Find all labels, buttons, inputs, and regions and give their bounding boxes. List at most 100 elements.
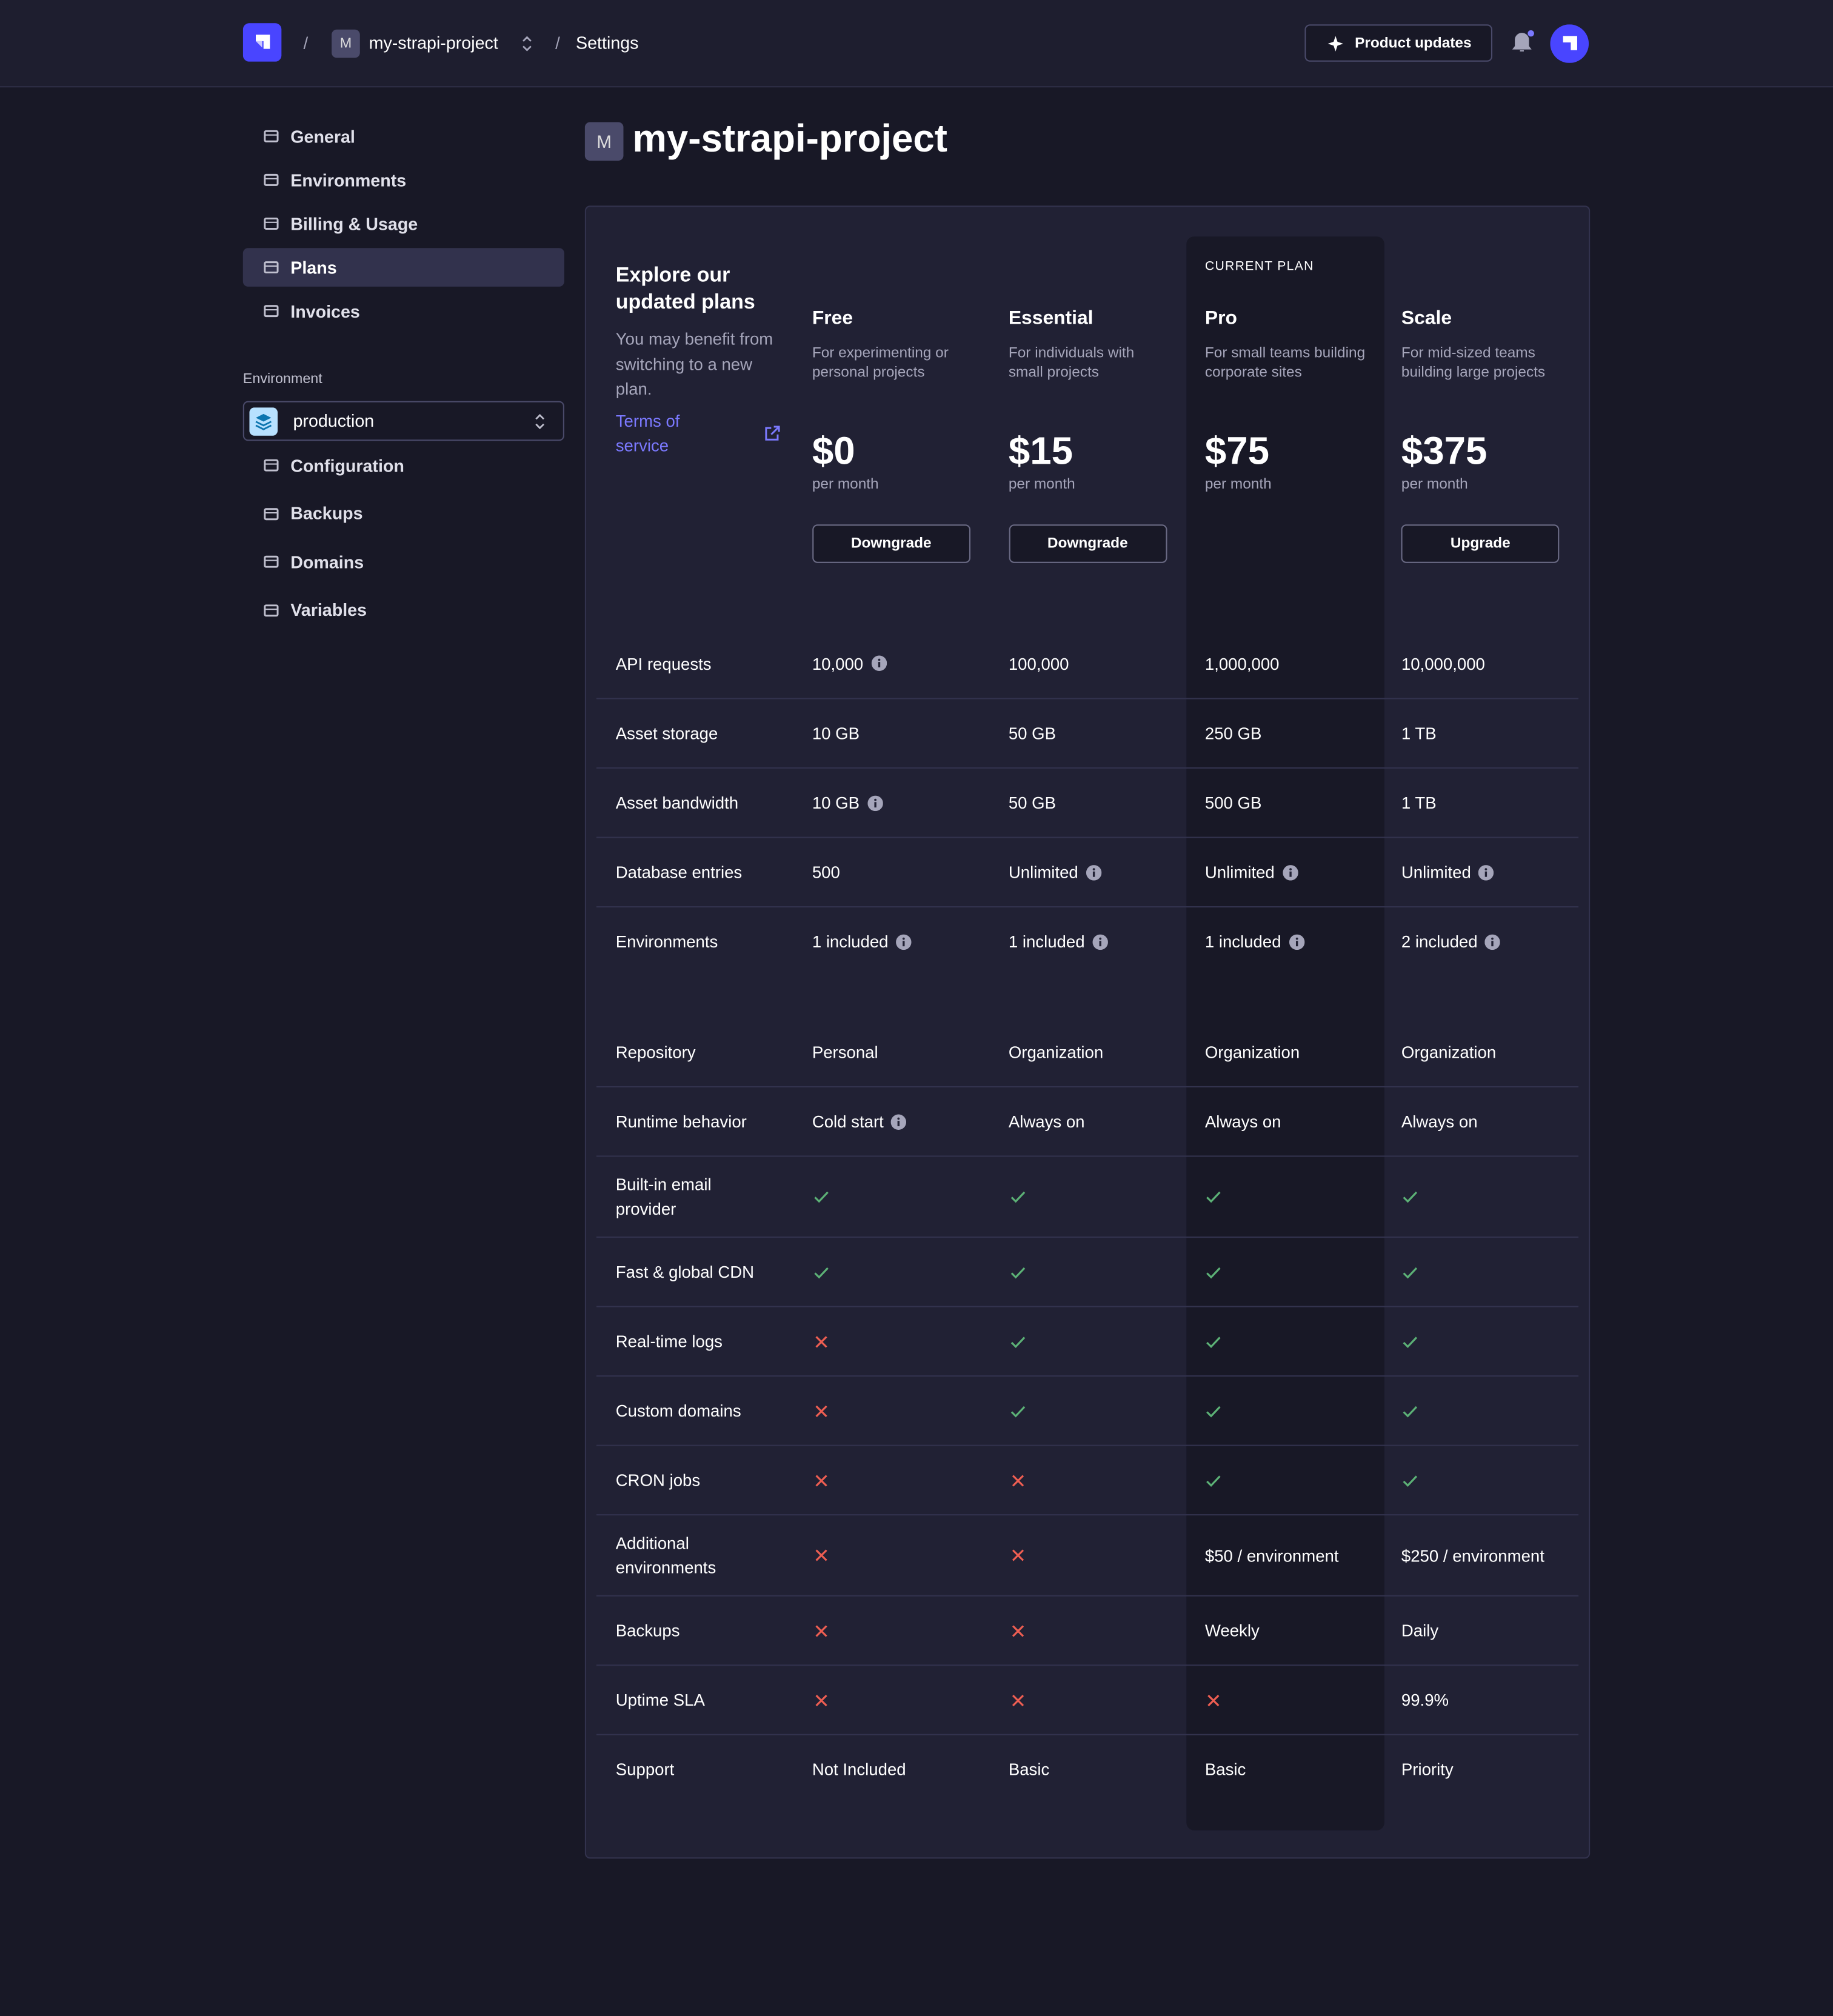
value-text: 10 GB <box>812 723 860 743</box>
nav-item[interactable]: Billing & Usage <box>243 204 564 243</box>
terms-link[interactable]: Terms of service <box>615 411 680 455</box>
environment-select[interactable]: production <box>242 401 564 441</box>
feature-value: Personal <box>793 1024 989 1079</box>
feature-value: Organization <box>989 1024 1186 1079</box>
check-icon <box>813 1266 829 1278</box>
avatar[interactable] <box>1550 24 1589 63</box>
info-icon[interactable] <box>1086 864 1101 880</box>
feature-value: Unlimited <box>1382 844 1578 900</box>
current-plan-label: CURRENT PLAN <box>1204 259 1314 274</box>
project-name[interactable]: my-strapi-project <box>369 33 498 53</box>
feature-value: $250 / environment <box>1382 1527 1578 1583</box>
value-text: Always on <box>1204 1112 1281 1132</box>
feature-value: Weekly <box>1186 1603 1382 1658</box>
included <box>1186 1317 1382 1366</box>
value-text: 10 GB <box>812 793 860 813</box>
value-text: 100,000 <box>1008 653 1069 673</box>
product-updates-button[interactable]: Product updates <box>1304 24 1493 62</box>
plan-name: Scale <box>1401 307 1452 329</box>
feature-value: 1 included <box>1186 914 1382 969</box>
value-text: Organization <box>1008 1041 1104 1061</box>
plan-button[interactable]: Upgrade <box>1401 524 1560 563</box>
nav-item[interactable]: Configuration <box>243 446 564 485</box>
plan-button[interactable]: Downgrade <box>812 524 970 563</box>
included <box>1382 1317 1578 1366</box>
included <box>989 1247 1186 1297</box>
feature-value: 1 TB <box>1382 706 1578 761</box>
feature-value: $50 / environment <box>1186 1527 1382 1583</box>
info-icon[interactable] <box>896 933 912 950</box>
nav-item[interactable]: Domains <box>243 542 564 581</box>
nav-item[interactable]: Environments <box>243 161 564 199</box>
nav-label: General <box>290 126 355 146</box>
feature-row: Custom domains <box>596 1375 1579 1445</box>
value-text: Unlimited <box>1008 862 1078 882</box>
info-icon[interactable] <box>1478 864 1494 880</box>
nav-label: Environments <box>290 170 407 190</box>
nav-item[interactable]: Plans <box>242 248 564 287</box>
info-icon[interactable] <box>870 655 887 671</box>
logo[interactable] <box>242 23 282 62</box>
feature-value: 500 <box>793 844 989 900</box>
external-link-icon[interactable] <box>764 424 782 442</box>
check-icon <box>1206 1336 1221 1347</box>
chevrons[interactable] <box>521 35 533 53</box>
nav-label: Plans <box>290 258 337 277</box>
nav-item[interactable]: Variables <box>243 591 564 630</box>
feature-value: Not Included <box>793 1741 989 1797</box>
nav-item[interactable]: Backups <box>243 495 564 533</box>
check-icon <box>1403 1191 1418 1203</box>
included <box>1382 1456 1578 1505</box>
included <box>1382 1172 1578 1221</box>
value-text: 2 included <box>1401 932 1478 952</box>
feature-group: Repository Personal Organization Organizati… <box>596 1016 1579 1803</box>
check-icon <box>1010 1336 1025 1347</box>
feature-group: API requests 10,000 100,000 1,000,000 10,000… <box>596 629 1579 976</box>
not-included <box>989 1456 1186 1505</box>
nav-icon <box>264 604 279 616</box>
info-icon[interactable] <box>867 795 883 811</box>
feature-label: Backups <box>615 1621 680 1640</box>
notifications[interactable] <box>1512 30 1535 55</box>
value-text: Weekly <box>1204 1621 1260 1640</box>
separator: / <box>303 33 309 53</box>
button-label: Product updates <box>1355 35 1472 51</box>
info-icon[interactable] <box>1485 933 1501 950</box>
current-plan-highlight <box>1186 236 1384 1831</box>
feature-label: Environments <box>615 932 718 952</box>
feature-value: 500 GB <box>1186 775 1382 830</box>
value-text: Basic <box>1204 1760 1246 1779</box>
feature-value: 250 GB <box>1186 706 1382 761</box>
nav-item[interactable]: General <box>243 117 564 156</box>
feature-label: Support <box>615 1760 675 1779</box>
plan-period: per month <box>1401 476 1468 493</box>
nav-icon <box>264 173 279 186</box>
plan-price: $75 <box>1204 430 1270 473</box>
check-icon <box>1206 1191 1221 1203</box>
plan-period: per month <box>812 476 879 493</box>
feature-row: Runtime behavior Cold start Always on Alway… <box>596 1086 1579 1156</box>
page-crumb: Settings <box>576 33 639 53</box>
value-text: 1 included <box>1204 932 1281 952</box>
plan-button[interactable]: Downgrade <box>1008 524 1167 563</box>
info-icon[interactable] <box>891 1113 907 1129</box>
not-included <box>793 1531 989 1580</box>
nav-item[interactable]: Invoices <box>243 292 564 330</box>
plan-description: For mid-sized teams building large proje… <box>1401 345 1546 381</box>
check-icon <box>813 1191 829 1203</box>
feature-value: 10 GB <box>793 706 989 761</box>
info-icon[interactable] <box>1289 933 1304 950</box>
included <box>1186 1172 1382 1221</box>
info-icon[interactable] <box>1092 933 1108 950</box>
check-icon <box>1403 1266 1418 1278</box>
feature-row: Built-in email provider <box>596 1155 1579 1237</box>
nav-icon <box>264 459 279 472</box>
plan-price: $15 <box>1008 430 1073 473</box>
value-text: Unlimited <box>1401 862 1471 882</box>
cross-icon <box>1012 1549 1024 1561</box>
value-text: 1,000,000 <box>1204 653 1280 673</box>
check-icon <box>1403 1475 1418 1486</box>
info-icon[interactable] <box>1282 864 1298 880</box>
feature-value: Basic <box>1186 1741 1382 1797</box>
included <box>989 1317 1186 1366</box>
